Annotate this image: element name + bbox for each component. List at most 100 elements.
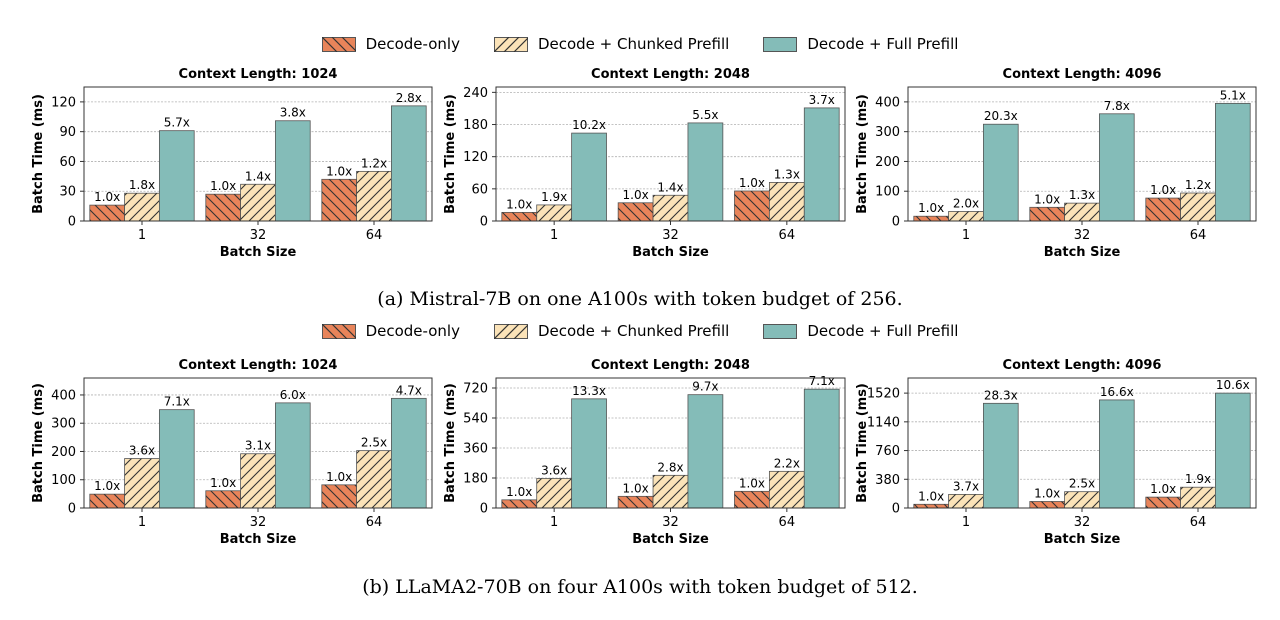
bar-label-chunked: 1.9x [541, 190, 567, 204]
bar-hatch-chunked [653, 195, 688, 221]
bar-hatch-decode-only [501, 212, 537, 221]
y-tick-label: 0 [68, 502, 76, 517]
bar-hatch-decode-only [89, 494, 125, 508]
bar-hatch-chunked [769, 182, 805, 221]
legend-label-decode-only: Decode-only [365, 35, 460, 53]
bar-hatch-chunked [948, 494, 984, 508]
bar-label-decode-only: 1.0x [918, 201, 944, 215]
y-tick-label: 400 [51, 388, 76, 403]
bar-hatch-chunked [948, 211, 984, 221]
y-tick-label: 0 [480, 215, 488, 230]
chart-panel-b-1: Context Length: 1024 0 100 200 300 400 1.0x 3.6… [31, 358, 433, 547]
bar-label-full: 16.6x [1100, 385, 1134, 399]
y-tick-label: 0 [892, 215, 900, 230]
legend-item-full: Decode + Full Prefill [763, 322, 958, 340]
x-tick-label: 32 [662, 228, 679, 243]
y-tick-label: 90 [59, 125, 76, 140]
x-tick-label: 64 [366, 515, 383, 530]
bar-label-full: 28.3x [984, 388, 1018, 402]
bar-label-decode-only: 1.0x [1034, 487, 1060, 501]
bar-full [1099, 399, 1135, 509]
bar-label-full: 10.6x [1216, 378, 1250, 392]
bar-hatch-chunked [240, 453, 276, 508]
bar-label-decode-only: 1.0x [739, 176, 765, 190]
bar-full [571, 132, 607, 222]
bar-hatch-decode-only [913, 216, 949, 221]
x-tick-label: 32 [250, 228, 267, 243]
legend-swatch-chunked [493, 323, 528, 339]
y-tick-label: 200 [51, 445, 76, 460]
legend-item-full: Decode + Full Prefill [763, 35, 958, 53]
x-tick-label: 32 [250, 515, 267, 530]
y-tick-label: 400 [875, 95, 900, 110]
y-axis-label: Batch Time (ms) [443, 94, 458, 214]
bar-full [158, 130, 195, 222]
legend-swatch-chunked [493, 36, 528, 52]
bar-label-chunked: 2.2x [774, 456, 800, 470]
y-tick-label: 0 [480, 502, 488, 517]
chart-title: Context Length: 4096 [1003, 67, 1162, 82]
y-axis-label: Batch Time (ms) [31, 383, 46, 503]
y-tick-label: 120 [463, 150, 488, 165]
x-axis-label: Batch Size [632, 532, 709, 547]
x-tick-label: 1 [138, 515, 146, 530]
y-tick-label: 200 [875, 155, 900, 170]
x-tick-label: 1 [138, 228, 146, 243]
bar-label-full: 9.7x [692, 380, 718, 394]
plot-frame [495, 86, 846, 222]
bar-full [1215, 392, 1251, 509]
bar-label-chunked: 1.4x [245, 169, 271, 183]
x-tick-label: 1 [550, 515, 558, 530]
legend-b: Decode-only Decode + Chunked Prefill Dec… [0, 322, 1280, 340]
bar-full [687, 394, 724, 509]
y-axis-label: Batch Time (ms) [31, 94, 46, 214]
y-tick-label: 300 [875, 125, 900, 140]
chart-title: Context Length: 2048 [591, 358, 750, 373]
legend-a: Decode-only Decode + Chunked Prefill Dec… [0, 35, 1280, 53]
bar-label-chunked: 2.5x [1069, 477, 1095, 491]
legend-swatch-full [763, 323, 798, 339]
y-tick-label: 760 [875, 444, 900, 459]
bar-hatch-chunked [1064, 491, 1100, 508]
bar-hatch-chunked [1180, 193, 1216, 221]
y-tick-label: 380 [875, 473, 900, 488]
y-tick-label: 0 [68, 215, 76, 230]
bar-label-decode-only: 1.0x [210, 179, 236, 193]
bar-label-chunked: 2.8x [657, 460, 683, 474]
bar-hatch-chunked [356, 450, 392, 508]
caption-a: (a) Mistral-7B on one A100s with token b… [377, 288, 903, 310]
bar-hatch-decode-only [501, 499, 537, 508]
y-tick-label: 30 [59, 185, 76, 200]
plot-frame [495, 377, 846, 509]
x-tick-label: 64 [366, 228, 383, 243]
bar-hatch-chunked [769, 471, 805, 508]
bar-hatch-decode-only [734, 491, 770, 508]
x-axis-label: Batch Size [1044, 245, 1121, 260]
bar-full [158, 409, 195, 509]
bar-label-chunked: 2.0x [953, 196, 979, 210]
x-tick-label: 64 [1190, 228, 1207, 243]
bar-label-full: 10.2x [572, 118, 606, 132]
y-tick-label: 60 [471, 182, 488, 197]
bar-full [274, 402, 311, 509]
bar-label-full: 20.3x [984, 109, 1018, 123]
bar-full [390, 397, 427, 509]
chart-panel-b-2: Context Length: 2048 0 180 360 540 720 1.0x 3.6… [443, 358, 846, 547]
bar-full [687, 122, 724, 222]
legend-label-full: Decode + Full Prefill [807, 322, 959, 340]
y-tick-label: 60 [59, 155, 76, 170]
y-tick-label: 100 [875, 185, 900, 200]
bar-label-full: 6.0x [280, 388, 306, 402]
bar-hatch-decode-only [1029, 501, 1065, 508]
bar-label-decode-only: 1.0x [623, 188, 649, 202]
bar-hatch-chunked [124, 458, 160, 508]
chart-panel-a-1: Context Length: 1024 0 30 60 90 120 1.0x 1.8x 5.… [31, 67, 433, 260]
x-tick-label: 64 [1190, 515, 1207, 530]
bar-label-decode-only: 1.0x [326, 470, 352, 484]
y-tick-label: 180 [463, 472, 488, 487]
y-tick-label: 720 [463, 382, 488, 397]
bar-hatch-chunked [356, 171, 392, 221]
y-tick-label: 300 [51, 417, 76, 432]
bar-hatch-decode-only [618, 202, 654, 221]
bar-hatch-chunked [124, 193, 160, 221]
